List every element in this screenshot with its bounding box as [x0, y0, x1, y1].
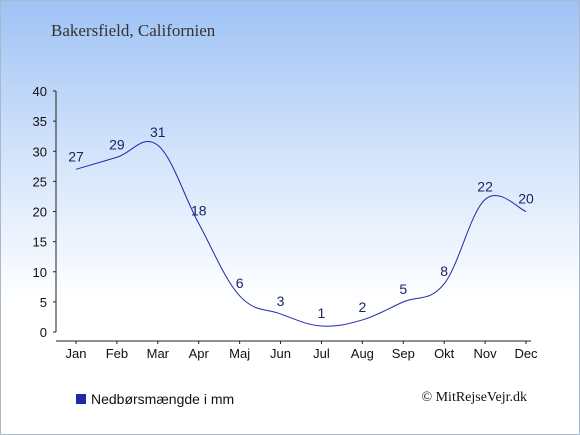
x-tick-label: Mar: [147, 346, 170, 361]
data-label: 6: [236, 275, 244, 291]
y-tick-label: 20: [33, 205, 47, 220]
data-label: 29: [109, 136, 125, 152]
y-tick-label: 25: [33, 174, 47, 189]
y-tick-label: 15: [33, 235, 47, 250]
x-tick-label: Maj: [229, 346, 250, 361]
data-label: 8: [440, 263, 448, 279]
data-label: 22: [477, 178, 493, 194]
y-tick-label: 0: [40, 325, 47, 340]
data-label: 20: [518, 191, 534, 207]
y-tick-label: 10: [33, 265, 47, 280]
x-tick-label: Dec: [514, 346, 538, 361]
data-label: 31: [150, 124, 166, 140]
x-tick-label: Okt: [434, 346, 455, 361]
x-tick-label: Nov: [474, 346, 498, 361]
legend-swatch: [76, 394, 86, 404]
x-tick-label: Feb: [106, 346, 128, 361]
x-tick-label: Apr: [189, 346, 210, 361]
data-label: 1: [318, 305, 326, 321]
x-tick-label: Jan: [66, 346, 87, 361]
x-tick-label: Sep: [392, 346, 415, 361]
data-label: 27: [68, 148, 84, 164]
y-tick-label: 5: [40, 295, 47, 310]
data-label: 3: [277, 293, 285, 309]
copyright-text: © MitRejseVejr.dk: [421, 390, 527, 405]
series-line: [75, 140, 527, 327]
data-label: 2: [358, 299, 366, 315]
x-tick-label: Aug: [351, 346, 374, 361]
x-tick-label: Jun: [270, 346, 291, 361]
legend-label: Nedbørsmængde i mm: [91, 391, 235, 407]
data-label: 18: [191, 203, 207, 219]
x-tick-label: Jul: [313, 346, 330, 361]
legend: Nedbørsmængde i mm: [76, 391, 234, 407]
y-tick-label: 40: [33, 84, 47, 99]
chart-title: Bakersfield, Californien: [51, 21, 216, 40]
y-tick-label: 35: [33, 114, 47, 129]
data-label: 5: [399, 281, 407, 297]
y-tick-label: 30: [33, 144, 47, 159]
